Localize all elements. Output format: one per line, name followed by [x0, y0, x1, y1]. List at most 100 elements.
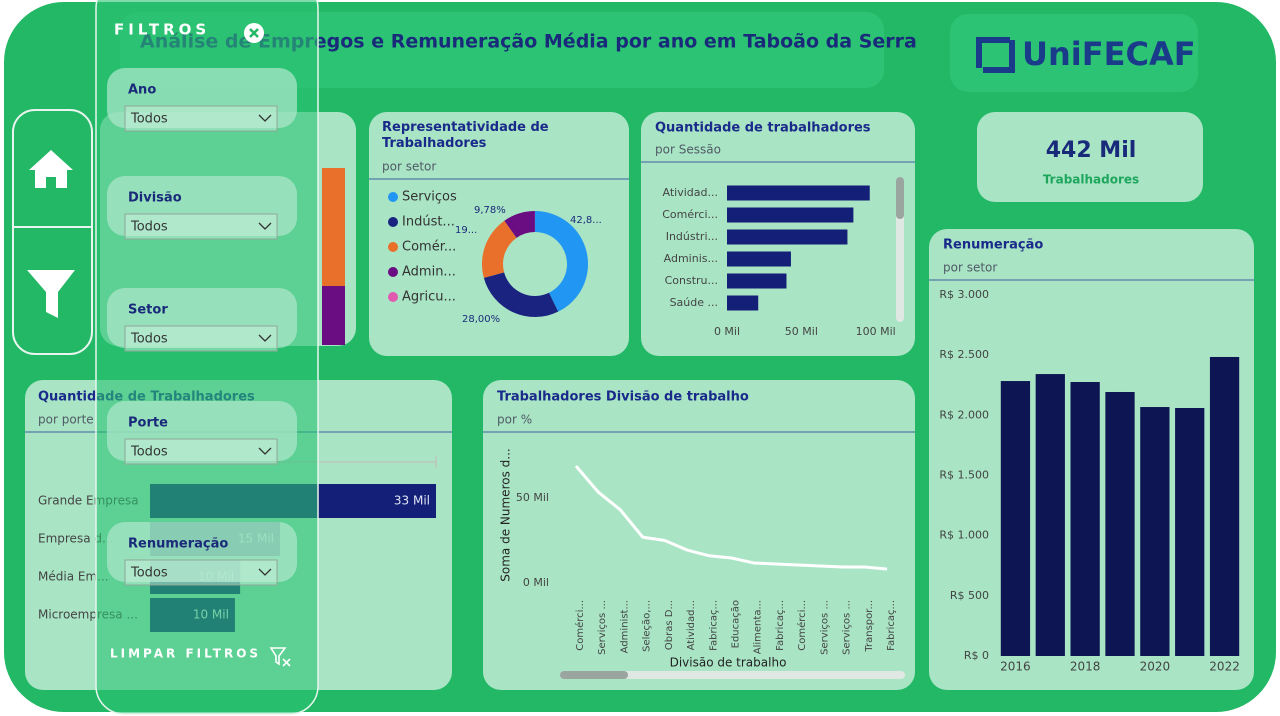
y-tick-label: Atividad...	[663, 186, 718, 199]
donut-slice	[535, 211, 588, 312]
y-tick-label: R$ 500	[950, 589, 989, 602]
y-tick-label: Empresa d...	[38, 532, 113, 546]
legend-swatch	[388, 217, 398, 227]
scrollbar-thumb	[560, 671, 628, 679]
data-label: 42,8...	[570, 215, 602, 226]
filter-value[interactable]: Todos	[130, 445, 168, 460]
x-tick-label: 100 Mil	[856, 325, 896, 338]
scrollbar	[560, 671, 905, 679]
filter-dropdown[interactable]	[124, 559, 278, 586]
donut-slice	[482, 220, 517, 278]
logo-icon	[976, 37, 1015, 73]
nav-bar	[12, 109, 93, 355]
legend-label: Admin...	[402, 265, 456, 280]
x-tick-label: Atividad...	[686, 600, 697, 650]
filter-dropdown[interactable]	[124, 105, 278, 132]
x-tick-label: Comérci...	[574, 600, 586, 651]
bar	[727, 251, 791, 267]
panel-title: Quantidade de trabalhadores	[655, 121, 871, 136]
filter-label: Ano	[128, 83, 156, 98]
x-tick-label: Comérci...	[796, 600, 808, 651]
data-label: 19...	[455, 225, 477, 236]
dropdown-chevron[interactable]	[258, 222, 272, 230]
bar	[1070, 382, 1100, 656]
filter-dropdown[interactable]	[124, 213, 278, 240]
y-tick-label: Constru...	[665, 274, 718, 287]
x-tick-label: 0 Mil	[714, 325, 740, 338]
x-tick-label: Alimenta...	[753, 600, 764, 654]
filter-fields: Ano Todos Divisão Todos Setor Todos Porte Todos…	[107, 68, 297, 586]
panel-title: Trabalhadores Divisão de trabalho	[497, 390, 749, 405]
bar	[1035, 374, 1065, 656]
donut-title-text: Representatividade de Trabalhadores	[382, 120, 549, 151]
filter-title: FILTROS	[114, 21, 210, 39]
filter-dropdown[interactable]	[124, 325, 278, 352]
y-tick-label: R$ 2.500	[939, 348, 989, 361]
filter-value[interactable]: Todos	[130, 332, 168, 347]
panel-subtitle: por setor	[382, 160, 436, 174]
bar	[727, 295, 759, 311]
x-tick-label: Serviços ...	[597, 600, 608, 655]
bar	[1209, 356, 1240, 656]
data-label: 33 Mil	[394, 494, 430, 508]
y-tick-label: R$ 1.500	[939, 469, 989, 482]
bar	[1140, 407, 1170, 656]
filter-value[interactable]: Todos	[130, 566, 168, 581]
legend-label: Indúst...	[402, 215, 455, 230]
panel-subtitle: por %	[497, 413, 532, 427]
x-tick-label: 2022	[1209, 660, 1240, 674]
bar	[1000, 381, 1031, 656]
bar	[1175, 407, 1205, 656]
panel-subtitle: por porte	[38, 413, 94, 427]
filter-value[interactable]: Todos	[130, 112, 168, 127]
legend-swatch	[388, 292, 398, 302]
legend-swatch	[388, 267, 398, 277]
filter-value[interactable]: Todos	[130, 220, 168, 235]
y-tick-label: R$ 3.000	[939, 288, 989, 301]
x-tick-label: Serviços ...	[842, 600, 853, 655]
donut-slice	[483, 272, 559, 317]
bar	[727, 273, 787, 289]
y-tick-label: Média Em...	[38, 570, 109, 584]
x-tick-label: Fabricaç...	[708, 600, 719, 651]
dropdown-chevron[interactable]	[258, 447, 272, 455]
filter-button[interactable]	[27, 270, 75, 318]
dashboard-title: Análise de Empregos e Remuneração Média …	[140, 31, 917, 53]
logo-text: UniFECAF	[1022, 35, 1196, 73]
clear-filters[interactable]: LIMPAR FILTROS	[110, 647, 261, 661]
filter-label: Renumeração	[128, 537, 228, 552]
legend-label: Serviços	[402, 190, 457, 205]
line	[574, 465, 888, 571]
y-tick-label: R$ 1.000	[939, 529, 989, 542]
home-button[interactable]	[29, 150, 73, 188]
legend-label: Agricu...	[402, 290, 456, 305]
bar	[727, 185, 870, 201]
y-axis-title: Soma de Numeros d...	[499, 448, 513, 581]
filter-label: Divisão	[128, 191, 182, 206]
bar	[727, 207, 854, 223]
bar	[1105, 391, 1135, 656]
filter-dropdown[interactable]	[124, 438, 278, 465]
y-tick-label: Adminis...	[664, 252, 718, 265]
panel-title: Renumeração	[943, 238, 1043, 253]
y-tick-label: R$ 2.000	[939, 408, 989, 421]
treemap-tile	[322, 168, 345, 286]
data-label: 9,78%	[474, 205, 506, 216]
x-tick-label: 2020	[1140, 660, 1171, 674]
x-tick-label: Serviços ...	[819, 600, 830, 655]
close-button[interactable]	[244, 23, 264, 43]
kpi-card	[977, 112, 1203, 202]
x-tick-label: Administ...	[619, 600, 630, 653]
clear-filters-icon[interactable]	[269, 647, 291, 667]
donut-slice	[504, 211, 535, 238]
bar	[727, 229, 848, 245]
x-tick-label: Fabricaç...	[886, 600, 897, 651]
donut-title: Representatividade de Trabalhadores	[382, 120, 549, 151]
dropdown-chevron[interactable]	[258, 334, 272, 342]
dropdown-chevron[interactable]	[258, 114, 272, 122]
kpi-label: Trabalhadores	[1043, 173, 1139, 187]
close-icon[interactable]	[249, 28, 259, 38]
dropdown-chevron[interactable]	[258, 568, 272, 576]
filter-label: Setor	[128, 303, 168, 318]
